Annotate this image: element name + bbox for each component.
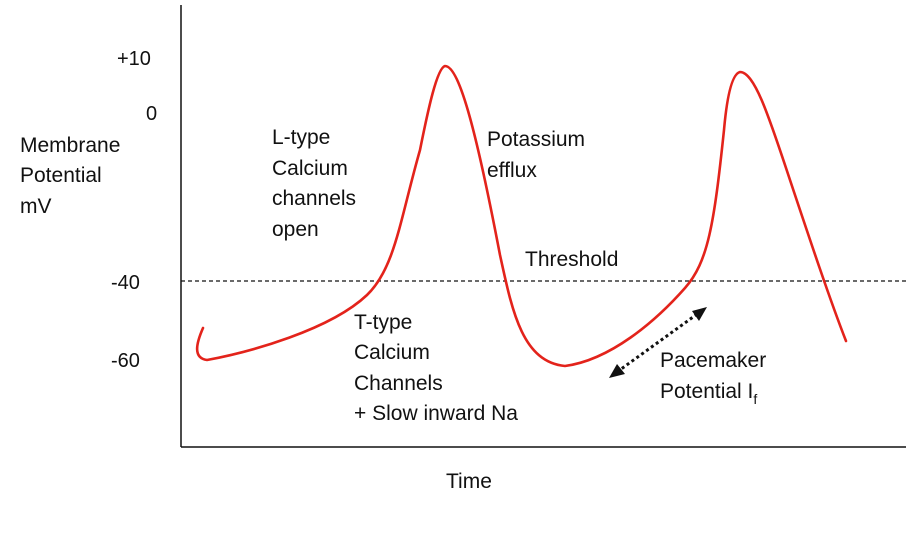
y-axis-label-line-1: Membrane xyxy=(20,134,120,157)
pacemaker-subscript: f xyxy=(753,391,757,407)
l-type-annotation-line-2: Calcium xyxy=(272,157,348,180)
t-type-annotation-line-3: Channels xyxy=(354,372,443,395)
potassium-annotation-line-2: efflux xyxy=(487,159,537,182)
pacemaker-double-arrow xyxy=(609,307,707,378)
membrane-potential-trace xyxy=(195,64,848,368)
y-tick-label: -40 xyxy=(111,272,140,294)
t-type-annotation-line-2: Calcium xyxy=(354,341,430,364)
t-type-annotation-line-4: + Slow inward Na xyxy=(354,402,518,425)
y-tick-label: -60 xyxy=(111,350,140,372)
potassium-annotation-line-1: Potassium xyxy=(487,128,585,151)
y-tick-label: +10 xyxy=(117,48,151,70)
y-axis-label-line-2: Potential xyxy=(20,164,102,187)
arrowhead-lower-icon xyxy=(609,364,625,378)
l-type-annotation-line-4: open xyxy=(272,218,319,241)
y-axis-label-line-3: mV xyxy=(20,195,52,218)
threshold-label: Threshold xyxy=(525,248,618,271)
pacemaker-annotation-line-2: Potential If xyxy=(660,380,757,407)
arrowhead-upper-icon xyxy=(692,307,707,321)
t-type-annotation-line-1: T-type xyxy=(354,311,412,334)
y-tick-label: 0 xyxy=(146,103,157,125)
pacemaker-label-text: Potential I xyxy=(660,380,753,403)
l-type-annotation-line-1: L-type xyxy=(272,126,330,149)
pacemaker-annotation-line-1: Pacemaker xyxy=(660,349,766,372)
l-type-annotation-line-3: channels xyxy=(272,187,356,210)
x-axis-label: Time xyxy=(446,470,492,493)
